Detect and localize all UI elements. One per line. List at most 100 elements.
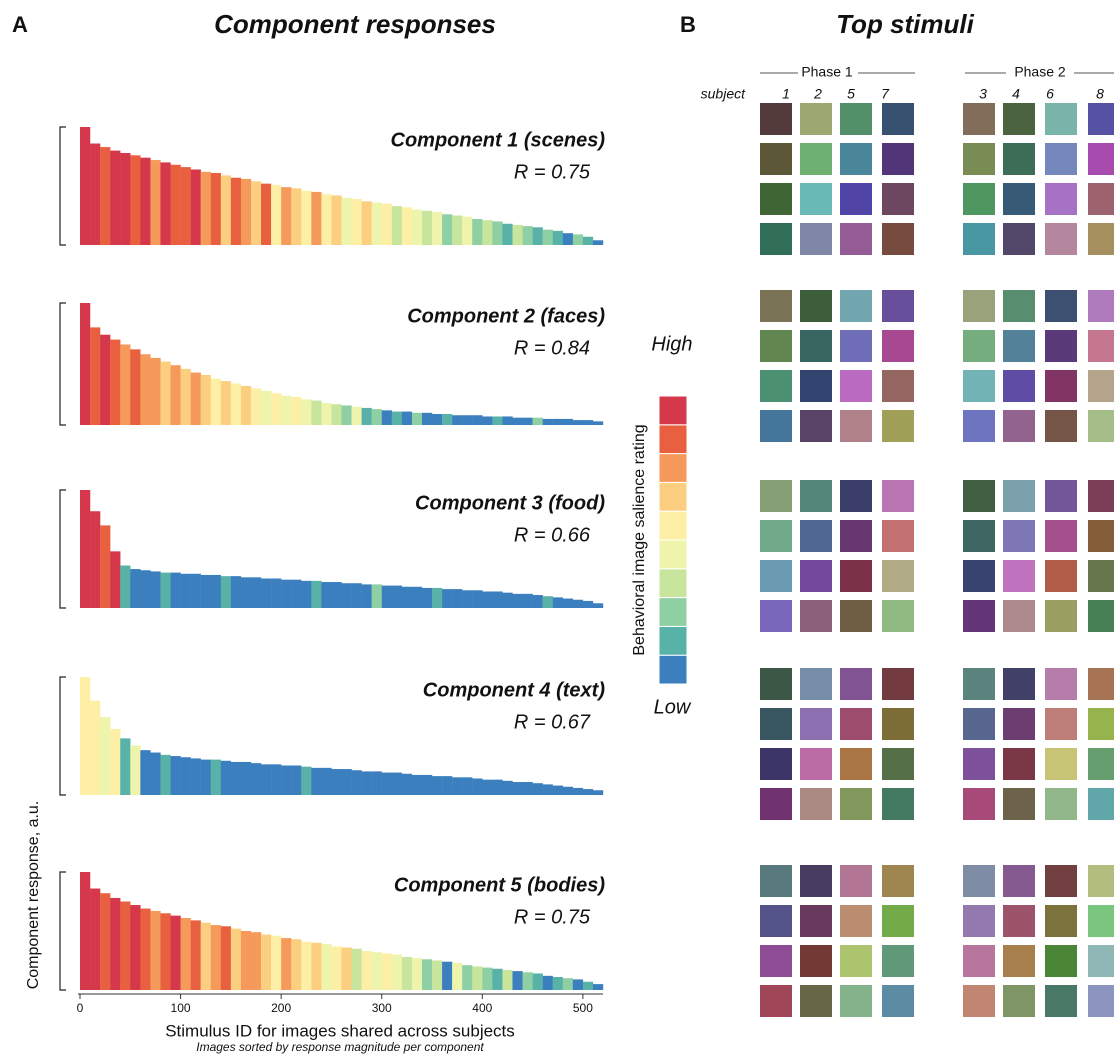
colorbar-cell bbox=[658, 481, 688, 512]
bar bbox=[492, 779, 503, 795]
legend-title: Behavioral image salience rating bbox=[631, 424, 648, 655]
bar bbox=[250, 763, 262, 795]
x-label: Stimulus ID for images shared across sub… bbox=[165, 1021, 515, 1040]
stimulus-thumbnail bbox=[840, 788, 872, 820]
bar bbox=[381, 585, 392, 608]
stimulus-thumbnail bbox=[1045, 708, 1077, 740]
bar bbox=[542, 596, 553, 608]
bar bbox=[502, 969, 513, 990]
stimulus-thumbnail bbox=[800, 560, 832, 592]
bar bbox=[562, 598, 574, 608]
stimulus-thumbnail bbox=[963, 905, 995, 937]
subject-number: 8 bbox=[1096, 86, 1104, 102]
bar bbox=[572, 599, 584, 608]
stimulus-thumbnail bbox=[1003, 905, 1035, 937]
bar bbox=[391, 411, 403, 425]
bar bbox=[411, 412, 423, 425]
bar bbox=[401, 207, 413, 245]
stimulus-thumbnail bbox=[1003, 748, 1035, 780]
stimulus-thumbnail bbox=[1003, 330, 1035, 362]
stimulus-thumbnail bbox=[963, 103, 995, 135]
bar bbox=[240, 577, 252, 608]
bar bbox=[311, 400, 322, 425]
stimulus-thumbnail bbox=[963, 945, 995, 977]
colorbar-cell bbox=[658, 510, 688, 541]
bar bbox=[401, 773, 413, 795]
stimulus-thumbnail bbox=[963, 143, 995, 175]
bar bbox=[522, 417, 533, 425]
stimulus-thumbnail bbox=[840, 290, 872, 322]
bar bbox=[210, 925, 222, 990]
bar bbox=[170, 756, 181, 795]
bar bbox=[462, 777, 473, 795]
bar bbox=[321, 943, 332, 990]
phase-label: Phase 1 bbox=[801, 64, 853, 80]
bar bbox=[391, 772, 403, 795]
stimulus-thumbnail bbox=[840, 600, 872, 632]
bar bbox=[130, 155, 141, 245]
subject-number: 3 bbox=[979, 86, 987, 102]
stimulus-thumbnail bbox=[1045, 668, 1077, 700]
bar bbox=[120, 344, 131, 425]
bar bbox=[482, 416, 493, 425]
bar bbox=[250, 932, 262, 990]
bar bbox=[291, 396, 302, 425]
stimulus-thumbnail bbox=[1045, 985, 1077, 1017]
bar bbox=[311, 942, 322, 990]
bar bbox=[281, 579, 292, 608]
bar bbox=[120, 901, 131, 990]
bar bbox=[442, 589, 453, 608]
bar bbox=[371, 202, 382, 245]
bar bbox=[462, 590, 473, 608]
bar bbox=[90, 143, 101, 245]
x-tick-label: 200 bbox=[271, 1001, 291, 1015]
bar bbox=[462, 965, 473, 990]
stimulus-thumbnail bbox=[1045, 865, 1077, 897]
bar bbox=[220, 381, 232, 425]
bar bbox=[180, 368, 191, 425]
subject-number: 4 bbox=[1012, 86, 1020, 102]
bar bbox=[150, 160, 161, 245]
bar bbox=[190, 758, 201, 795]
stimulus-thumbnail bbox=[760, 480, 792, 512]
bar bbox=[170, 365, 181, 425]
bar bbox=[371, 771, 382, 795]
bar bbox=[532, 783, 543, 795]
bar bbox=[261, 764, 272, 795]
stimulus-thumbnail bbox=[963, 985, 995, 1017]
bar bbox=[351, 770, 362, 795]
bar bbox=[562, 786, 574, 795]
bar bbox=[110, 728, 121, 795]
stimulus-thumbnail bbox=[963, 330, 995, 362]
bar bbox=[130, 569, 141, 608]
legend-high: High bbox=[651, 333, 692, 355]
bar bbox=[512, 417, 523, 425]
bar bbox=[452, 589, 463, 608]
bar bbox=[321, 194, 332, 245]
stimulus-thumbnail bbox=[840, 480, 872, 512]
stimulus-thumbnail bbox=[882, 668, 914, 700]
stimulus-thumbnail bbox=[800, 520, 832, 552]
bar bbox=[582, 236, 594, 245]
bar bbox=[90, 511, 101, 608]
bar bbox=[391, 954, 403, 990]
bar bbox=[572, 420, 584, 425]
stimulus-thumbnail bbox=[760, 985, 792, 1017]
stimulus-thumbnail bbox=[1088, 668, 1114, 700]
stimulus-thumbnail bbox=[882, 520, 914, 552]
bar bbox=[371, 409, 382, 425]
bar bbox=[411, 209, 423, 245]
stimulus-thumbnail bbox=[882, 708, 914, 740]
stimulus-thumbnail bbox=[800, 183, 832, 215]
bar bbox=[432, 776, 443, 795]
bar bbox=[220, 926, 232, 990]
panel-title: Top stimuli bbox=[836, 9, 974, 39]
stimulus-thumbnail bbox=[1088, 480, 1114, 512]
stimulus-thumbnail bbox=[963, 370, 995, 402]
bar bbox=[552, 418, 563, 425]
subject-number: 7 bbox=[881, 86, 890, 102]
bar bbox=[592, 421, 604, 425]
stimulus-thumbnail bbox=[1045, 183, 1077, 215]
bar bbox=[250, 577, 262, 608]
stimulus-thumbnail bbox=[800, 905, 832, 937]
